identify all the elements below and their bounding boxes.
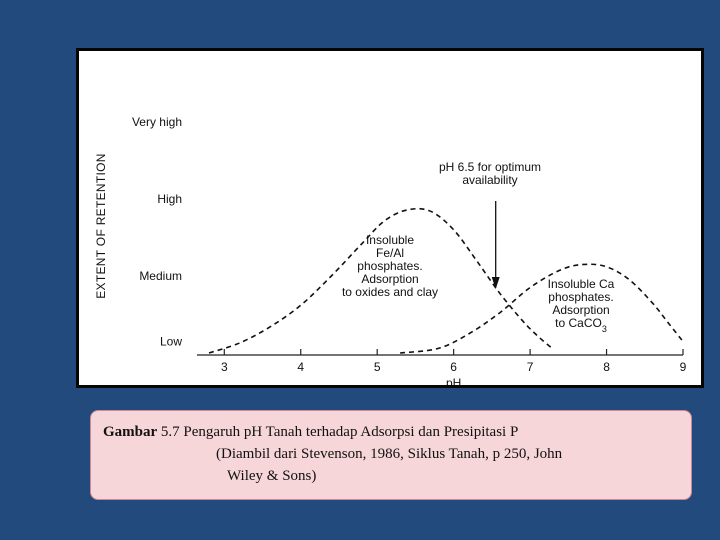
x-tick-label-4: 4 bbox=[297, 360, 304, 374]
caption-line-1-text: 5.7 Pengaruh pH Tanah terhadap Adsorpsi … bbox=[160, 424, 519, 440]
x-axis-group: 3 4 5 6 7 8 9 pH bbox=[197, 349, 687, 385]
curves-group bbox=[208, 207, 684, 354]
ca-annotation: Insoluble Ca phosphates. Adsorption to CaCO… bbox=[548, 277, 615, 334]
y-axis-title: EXTENT OF RETENTION bbox=[94, 153, 108, 299]
caption-line-3: Wiley & Sons) bbox=[227, 468, 317, 484]
ca-curve bbox=[400, 263, 684, 354]
y-level-high: High bbox=[157, 192, 182, 206]
x-tick-label-7: 7 bbox=[527, 360, 534, 374]
y-level-labels: Low Medium High Very high bbox=[132, 115, 182, 348]
caption-line-1: Gambar 5.7 Pengaruh pH Tanah terhadap Ad… bbox=[103, 421, 691, 443]
caption-lead: Gambar bbox=[103, 424, 158, 440]
annotations-group: Insoluble Fe/Al phosphates. Adsorption to ox… bbox=[342, 160, 615, 334]
caption-line-2: (Diambil dari Stevenson, 1986, Siklus Ta… bbox=[216, 446, 563, 462]
figure-frame: EXTENT OF RETENTION Low Medium High Very hi… bbox=[76, 48, 704, 388]
x-axis-title: pH bbox=[446, 376, 461, 385]
fe-al-annotation: Insoluble Fe/Al phosphates. Adsorption to ox… bbox=[342, 233, 438, 299]
fe-al-curve bbox=[208, 207, 554, 354]
x-tick-label-5: 5 bbox=[374, 360, 381, 374]
x-tick-label-8: 8 bbox=[603, 360, 610, 374]
y-level-medium: Medium bbox=[139, 269, 182, 283]
x-tick-label-6: 6 bbox=[450, 360, 457, 374]
optimum-ph-annotation: pH 6.5 for optimum availability bbox=[439, 160, 541, 187]
retention-chart: EXTENT OF RETENTION Low Medium High Very hi… bbox=[94, 115, 687, 385]
y-level-very-high: Very high bbox=[132, 115, 182, 129]
x-tick-label-3: 3 bbox=[221, 360, 228, 374]
y-axis-title-group: EXTENT OF RETENTION bbox=[94, 153, 108, 299]
x-tick-label-9: 9 bbox=[680, 360, 687, 374]
figure-caption: Gambar 5.7 Pengaruh pH Tanah terhadap Ad… bbox=[90, 410, 692, 500]
optimum-arrow-head bbox=[491, 277, 500, 289]
y-level-low: Low bbox=[160, 334, 182, 348]
